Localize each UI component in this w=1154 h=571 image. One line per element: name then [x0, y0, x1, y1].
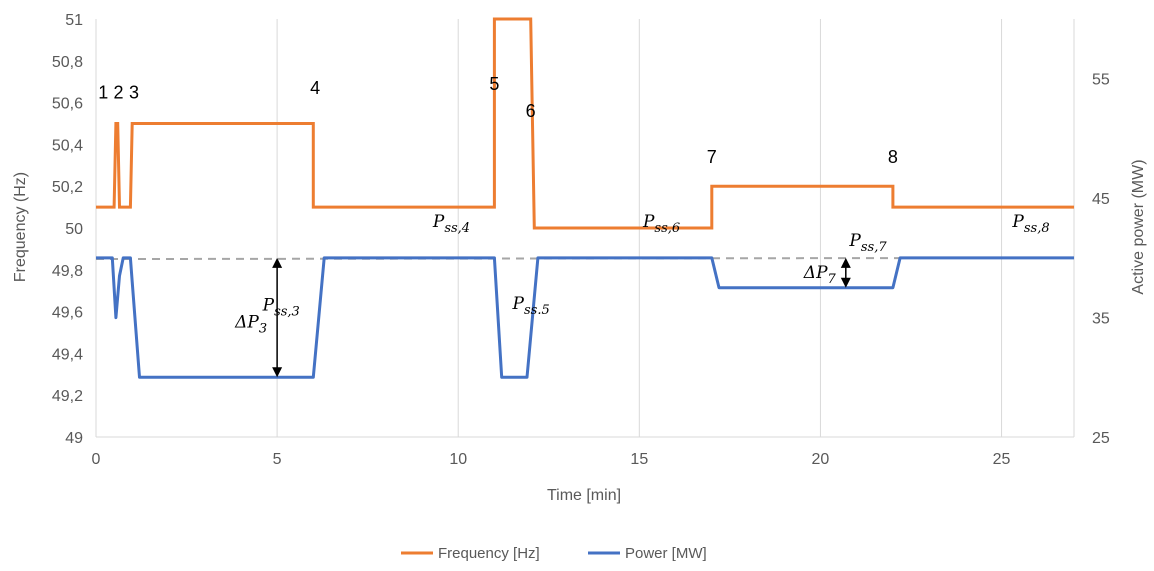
x-tick-label: 0 — [92, 451, 101, 468]
x-tick-label: 5 — [273, 451, 282, 468]
delta-p3-label: ΔP3 — [234, 313, 267, 337]
point-label-7: 7 — [707, 147, 717, 167]
x-axis-title: Time [min] — [547, 487, 621, 504]
grid-lines — [95, 19, 1075, 437]
point-label-2: 2 — [113, 82, 123, 102]
delta-p3-arrow-head-down — [272, 367, 283, 378]
frequency-series-line — [96, 17, 1074, 230]
delta-p7-main: ΔP — [803, 263, 828, 283]
p-ss-4-main: P — [432, 212, 445, 232]
p-ss-8-main: P — [1011, 212, 1024, 232]
p-ss-6-label: Pss,6 — [642, 212, 680, 236]
point-label-8: 8 — [888, 147, 898, 167]
y-right-axis-title: Active power (MW) — [1130, 159, 1147, 294]
p-ss-7-main: P — [848, 231, 861, 251]
p-ss-4-sub: ss,4 — [444, 221, 470, 236]
point-label-3: 3 — [129, 82, 139, 102]
legend-frequency-label: Frequency [Hz] — [438, 545, 540, 562]
p-ss-5-main: P — [512, 294, 525, 314]
p-ss-7-label: Pss,7 — [848, 231, 887, 255]
point-annotations: 1 2 3 4 5 6 7 8 — [98, 74, 898, 167]
y-right-tick-label: 25 — [1092, 430, 1110, 447]
point-label-5: 5 — [489, 74, 499, 94]
y-right-tick-label: 45 — [1092, 191, 1110, 208]
x-tick-labels: 0 5 10 15 20 25 — [92, 451, 1011, 468]
y-left-tick-label: 50,4 — [52, 137, 83, 154]
y-left-tick-label: 50,8 — [52, 54, 83, 71]
p-ss-8-sub: ss,8 — [1024, 221, 1050, 236]
y-left-tick-label: 50,6 — [52, 96, 83, 113]
y-left-tick-label: 51 — [65, 12, 83, 29]
p-ss-3-label: Pss,3 — [262, 295, 300, 319]
y-left-tick-label: 49,2 — [52, 388, 83, 405]
delta-p7-sub: 7 — [828, 272, 837, 287]
y-left-tick-label: 49,8 — [52, 263, 83, 280]
y-left-tick-label: 49,4 — [52, 346, 83, 363]
delta-p7-label: ΔP7 — [803, 263, 837, 287]
p-ss-3-main: P — [262, 295, 275, 315]
y-left-tick-label: 50 — [65, 221, 83, 238]
x-tick-label: 25 — [993, 451, 1011, 468]
delta-p7-arrow-head-up — [840, 257, 851, 268]
y-left-tick-label: 50,2 — [52, 179, 83, 196]
p-ss-3-sub: ss,3 — [274, 304, 300, 319]
y-right-tick-labels: 25 35 45 55 — [1092, 72, 1110, 447]
point-label-1: 1 — [98, 82, 108, 102]
point-label-4: 4 — [310, 78, 320, 98]
x-tick-label: 15 — [630, 451, 648, 468]
delta-p7-arrow-head-down — [840, 277, 851, 288]
x-tick-label: 20 — [812, 451, 830, 468]
x-tick-label: 10 — [449, 451, 467, 468]
power-series-line — [96, 256, 1074, 379]
p-ss-4-label: Pss,4 — [432, 212, 470, 236]
delta-p3-arrow-head-up — [272, 257, 283, 268]
legend-power-label: Power [MW] — [625, 545, 707, 562]
p-ss-5-label: Pss.5 — [512, 294, 550, 318]
point-label-6: 6 — [526, 101, 536, 121]
p-ss-8-label: Pss,8 — [1011, 212, 1049, 236]
y-right-tick-label: 35 — [1092, 311, 1110, 328]
y-left-tick-label: 49 — [65, 430, 83, 447]
y-left-axis-title: Frequency (Hz) — [12, 172, 29, 282]
p-ss-6-sub: ss,6 — [654, 221, 680, 236]
y-left-tick-label: 49,6 — [52, 305, 83, 322]
p-ss-6-main: P — [642, 212, 655, 232]
y-right-tick-label: 55 — [1092, 72, 1110, 89]
delta-p3-main: ΔP — [234, 313, 259, 333]
legend: Frequency [Hz] Power [MW] — [401, 545, 707, 562]
p-ss-7-sub: ss,7 — [861, 240, 887, 255]
p-ss-5-sub: ss.5 — [524, 303, 550, 318]
y-left-tick-labels: 49 49,2 49,4 49,6 49,8 50 50,2 50,4 50,6 50,8 51 — [52, 12, 83, 447]
delta-p3-sub: 3 — [259, 322, 267, 337]
